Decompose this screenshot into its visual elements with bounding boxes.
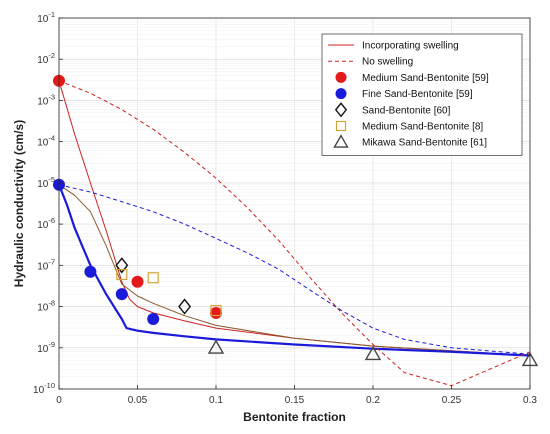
legend-label: Medium Sand-Bentonite [8] [362, 122, 483, 133]
point-series-4-0 [207, 339, 225, 354]
point-series-3-0 [116, 268, 128, 281]
legend-entry-6: Mikawa Sand-Bentonite [61] [333, 134, 487, 149]
x-tick-label: 0.25 [442, 395, 462, 406]
y-tick-label: 10-3 [37, 92, 55, 107]
y-tick-label: 10-6 [37, 216, 55, 231]
x-tick-label: 0.3 [523, 395, 537, 406]
y-tick-label: 10-8 [37, 299, 55, 314]
legend-label: Medium Sand-Bentonite [59] [362, 73, 489, 84]
y-tick-label: 10-2 [37, 51, 55, 66]
curve-no-swelling-4 [58, 184, 531, 355]
legend-label: Sand-Bentonite [60] [362, 105, 451, 116]
curve-no-swelling-3 [58, 80, 531, 387]
legend-box [321, 33, 523, 156]
point-series-3-1 [147, 272, 159, 284]
x-axis-label: Bentonite fraction [243, 410, 346, 424]
legend-entry-5: Medium Sand-Bentonite [8] [335, 120, 483, 133]
legend-swatch-marker [335, 71, 347, 83]
y-tick-label: 10-7 [37, 257, 55, 272]
y-axis-label: Hydraulic conductivity (cm/s) [12, 120, 26, 287]
legend: Incorporating swelling No swelling Medium … [321, 33, 523, 156]
legend-swatch-marker [333, 134, 349, 148]
y-axis-ticks: 10-10 10-9 10-8 10-7 10-6 10-5 10-4 10-3 10-2 10-… [33, 10, 63, 396]
legend-swatch-marker [334, 102, 348, 118]
x-tick-label: 0.2 [366, 395, 380, 406]
point-series-1-3 [147, 312, 160, 325]
y-tick-label: 10-1 [37, 10, 55, 25]
y-tick-label: 10-10 [33, 381, 55, 396]
point-series-4-1 [364, 345, 382, 361]
y-tick-label: 10-5 [37, 175, 55, 190]
x-tick-label: 0.15 [285, 395, 305, 406]
legend-label: No swelling [362, 57, 413, 68]
curve-incorporating-swelling-2 [57, 184, 531, 357]
legend-entry-0: Incorporating swelling [328, 41, 459, 52]
point-series-2-1 [178, 298, 192, 315]
x-tick-label: 0.05 [128, 395, 148, 406]
legend-entry-1: No swelling [328, 57, 413, 68]
legend-entry-4: Sand-Bentonite [60] [334, 102, 451, 118]
y-tick-label: 10-9 [37, 340, 55, 355]
model-curves [57, 80, 531, 387]
legend-label: Fine Sand-Bentonite [59] [362, 89, 473, 100]
point-series-1-2 [115, 288, 128, 301]
point-series-1-1 [84, 265, 97, 278]
legend-label: Mikawa Sand-Bentonite [61] [362, 138, 487, 149]
legend-swatch-marker [335, 120, 347, 132]
point-series-0-1 [131, 275, 144, 288]
legend-label: Incorporating swelling [362, 41, 459, 52]
x-tick-label: 0 [56, 395, 62, 406]
point-series-3-2 [210, 304, 222, 317]
legend-entry-3: Fine Sand-Bentonite [59] [335, 88, 473, 100]
point-series-0-2 [210, 306, 222, 319]
x-axis-ticks: 0 0.05 0.1 0.15 0.2 0.25 0.3 [56, 385, 537, 406]
point-series-2-0 [115, 257, 129, 274]
y-tick-label: 10-4 [37, 134, 55, 149]
legend-swatch-marker [335, 88, 347, 100]
legend-entry-2: Medium Sand-Bentonite [59] [335, 71, 489, 84]
x-tick-label: 0.1 [209, 395, 223, 406]
